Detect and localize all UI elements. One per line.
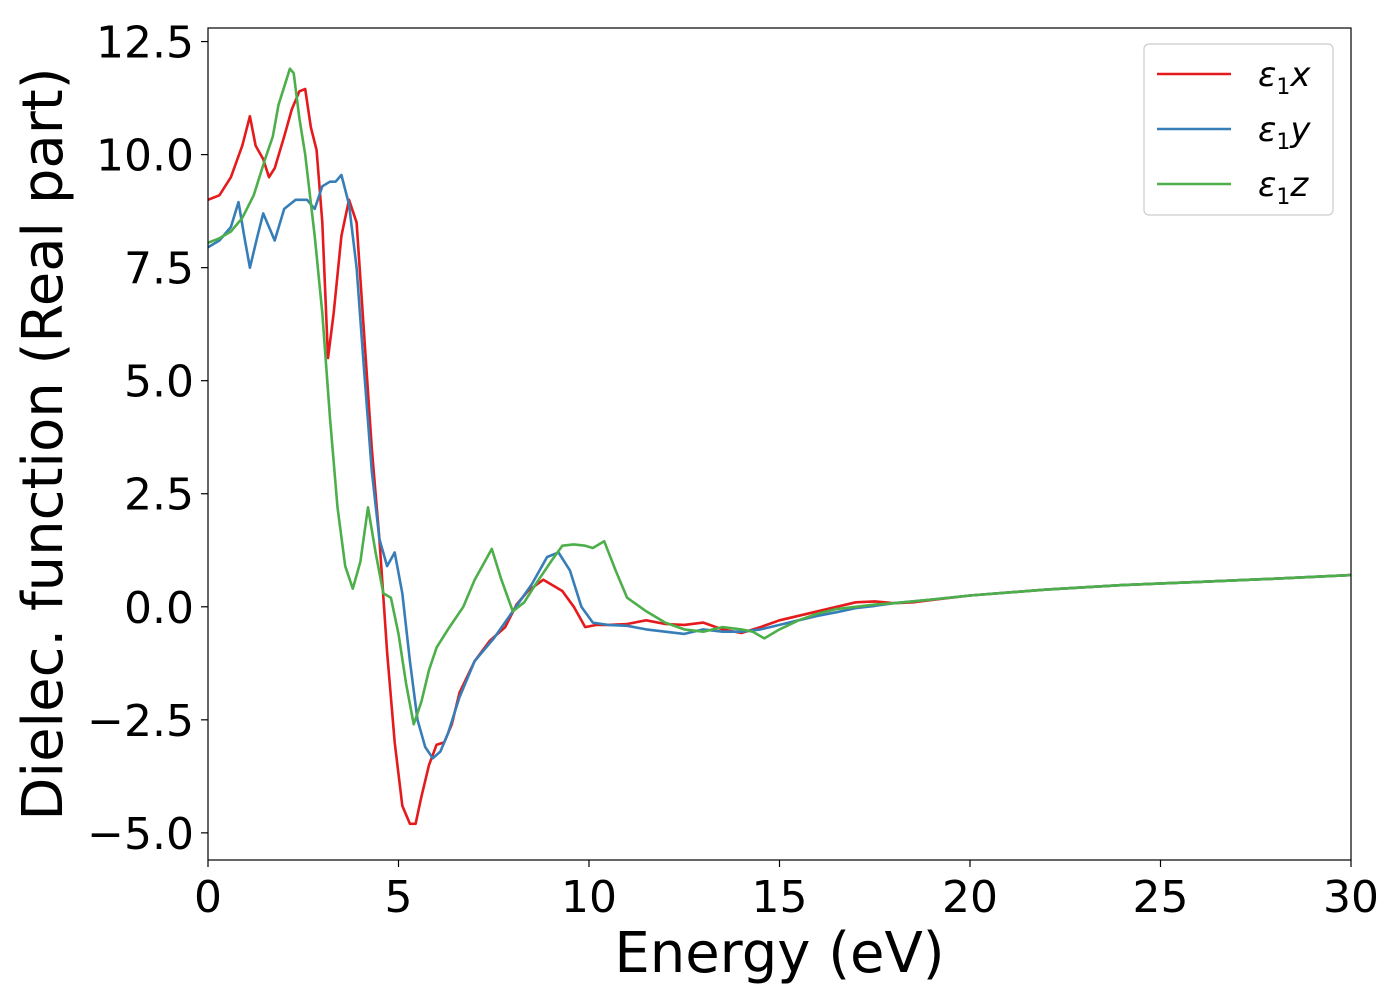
x-tick-label: 10 bbox=[561, 872, 617, 923]
legend-label-symbol: ε bbox=[1258, 55, 1276, 95]
y-tick-label: 10.0 bbox=[96, 131, 194, 182]
legend-box bbox=[1143, 43, 1334, 216]
legend-label-y: ε1y bbox=[1258, 110, 1311, 155]
legend-label-z: ε1z bbox=[1258, 165, 1309, 210]
x-tick-label: 0 bbox=[194, 872, 222, 923]
y-axis-title: Dielec. function (Real part) bbox=[11, 67, 76, 820]
x-axis-title: Energy (eV) bbox=[614, 921, 944, 986]
x-tick-label: 15 bbox=[752, 872, 808, 923]
y-tick-label: −2.5 bbox=[87, 696, 194, 747]
legend-label-subscript: 1 bbox=[1276, 75, 1290, 100]
axes-layer: 0 5 10 15 20 25 30 −5.0 −2.5 0.0 2.5 5.0 7.5 10.0 12.5 bbox=[87, 18, 1379, 923]
y-tick-label: 0.0 bbox=[124, 583, 194, 634]
series-line-y bbox=[208, 173, 1351, 760]
legend-label-symbol: ε bbox=[1258, 110, 1276, 150]
legend-label-variable: z bbox=[1289, 165, 1309, 205]
series-line-z bbox=[208, 67, 1351, 726]
x-tick-label: 25 bbox=[1133, 872, 1189, 923]
legend-label-x: ε1x bbox=[1258, 55, 1311, 100]
y-tick-label: −5.0 bbox=[87, 809, 194, 860]
y-tick-label: 5.0 bbox=[124, 357, 194, 408]
series-layer bbox=[208, 67, 1351, 826]
x-tick-label: 20 bbox=[942, 872, 998, 923]
legend-label-subscript: 1 bbox=[1276, 185, 1290, 210]
y-tick-label: 2.5 bbox=[124, 470, 194, 521]
y-tick-label: 7.5 bbox=[124, 244, 194, 295]
x-tick-label: 30 bbox=[1323, 872, 1379, 923]
legend-label-variable: y bbox=[1289, 110, 1311, 150]
legend-label-symbol: ε bbox=[1258, 165, 1276, 205]
y-tick-label: 12.5 bbox=[96, 18, 194, 69]
legend-label-subscript: 1 bbox=[1276, 130, 1290, 155]
legend-label-variable: x bbox=[1289, 55, 1311, 95]
x-tick-label: 5 bbox=[385, 872, 413, 923]
